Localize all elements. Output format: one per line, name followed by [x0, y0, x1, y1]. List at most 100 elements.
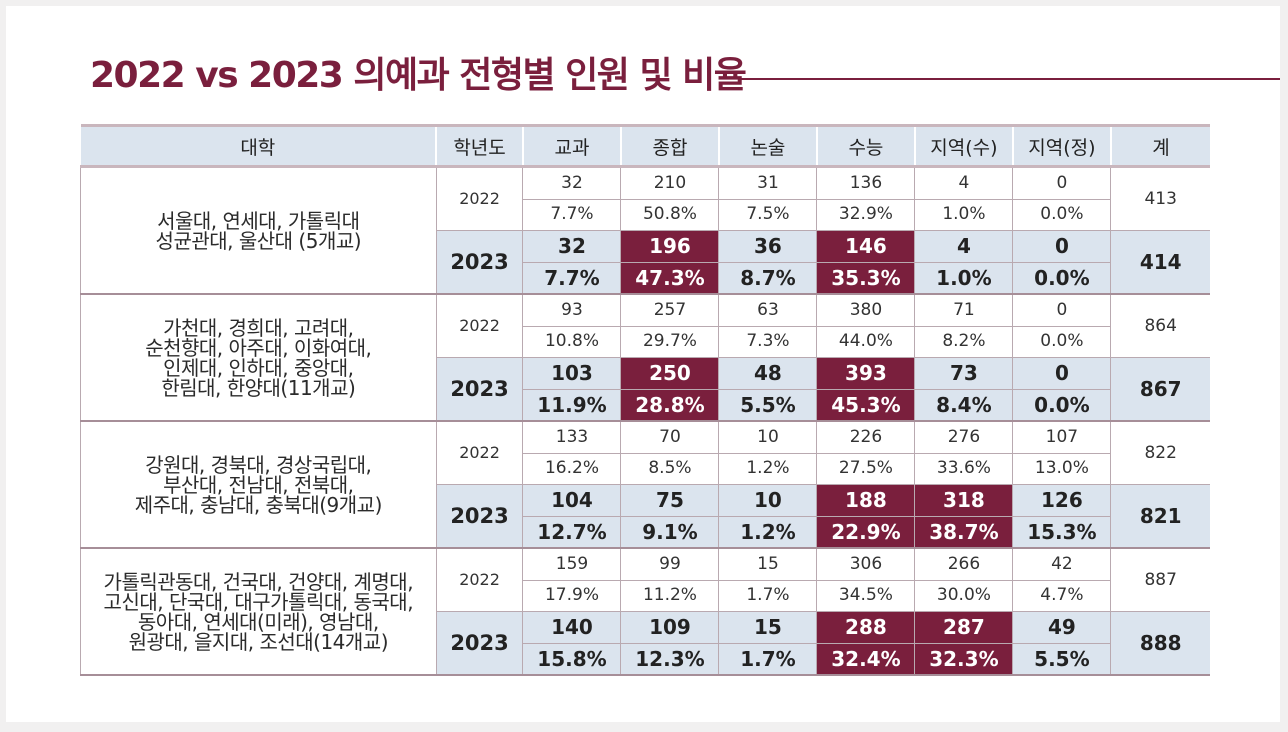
count-2023-cell: 15: [718, 611, 817, 644]
university-line: 한림대, 한양대(11개교): [161, 375, 356, 400]
university-line: 가톨릭관동대, 건국대, 건양대, 계명대,: [103, 569, 414, 594]
total-2022-cell: 413: [1110, 166, 1210, 231]
count-2022-cell: 107: [1012, 421, 1111, 454]
ratio-2023-cell: 32.3%: [914, 643, 1013, 676]
count-2023-cell: 73: [914, 357, 1013, 390]
count-2022-cell: 32: [522, 166, 621, 200]
count-2022-cell: 276: [914, 421, 1013, 454]
count-2022-cell: 99: [620, 548, 719, 581]
count-2023-cell: 32: [522, 230, 621, 263]
ratio-2023-cell: 0.0%: [1012, 389, 1111, 422]
ratio-2023-cell: 15.3%: [1012, 516, 1111, 549]
count-2022-cell: 0: [1012, 294, 1111, 327]
year-2023-cell: 2023: [435, 484, 523, 549]
count-2022-cell: 266: [914, 548, 1013, 581]
table-row: 2023 103 250 48 393 73 0 867: [81, 357, 1210, 422]
count-2022-cell: 63: [718, 294, 817, 327]
count-2023-cell: 109: [620, 611, 719, 644]
university-line: 고신대, 단국대, 대구가톨릭대, 동국대,: [103, 589, 414, 614]
ratio-2022-cell: 13.0%: [1012, 453, 1111, 485]
ratio-2023-cell: 1.2%: [718, 516, 817, 549]
ratio-2023-cell: 12.7%: [522, 516, 621, 549]
ratio-2023-cell: 5.5%: [718, 389, 817, 422]
ratio-2022-cell: 17.9%: [522, 580, 621, 612]
total-2023-cell: 867: [1110, 357, 1210, 422]
header-year: 학년도: [435, 124, 523, 168]
ratio-2023-cell: 12.3%: [620, 643, 719, 676]
ratio-2023-cell: 32.4%: [816, 643, 915, 676]
count-2022-cell: 31: [718, 166, 817, 200]
total-2022-cell: 864: [1110, 294, 1210, 358]
year-2023-cell: 2023: [435, 230, 523, 295]
ratio-2022-cell: 32.9%: [816, 199, 915, 231]
table-row: 7.7% 50.8% 7.5% 32.9% 1.0% 0.0%: [81, 199, 1211, 231]
count-2023-cell: 250: [620, 357, 719, 390]
count-2023-cell: 318: [914, 484, 1013, 517]
total-2023-cell: 821: [1110, 484, 1210, 549]
university-group-cell: 가천대, 경희대, 고려대, 순천향대, 아주대, 이화여대, 인제대, 인하대, …: [80, 294, 437, 422]
university-line: 강원대, 경북대, 경상국립대,: [145, 452, 372, 477]
ratio-2022-cell: 11.2%: [620, 580, 719, 612]
university-line: 인제대, 인하대, 중앙대,: [163, 355, 354, 380]
university-line: 동아대, 연세대(미래), 영남대,: [137, 609, 379, 634]
table-row: 17.9% 11.2% 1.7% 34.5% 30.0% 4.7%: [81, 580, 1211, 612]
table-row: 2023 32 196 36 146 4 0 414: [81, 230, 1210, 295]
count-2022-cell: 257: [620, 294, 719, 327]
header-col-region-su: 지역(수): [913, 124, 1013, 168]
count-2022-cell: 93: [522, 294, 621, 327]
university-group-cell: 가톨릭관동대, 건국대, 건양대, 계명대, 고신대, 단국대, 대구가톨릭대, …: [80, 548, 437, 676]
ratio-2023-cell: 11.9%: [522, 389, 621, 422]
count-2022-cell: 380: [816, 294, 915, 327]
year-2022-cell: 2022: [435, 294, 523, 358]
count-2023-cell: 104: [522, 484, 621, 517]
university-line: 순천향대, 아주대, 이화여대,: [145, 335, 372, 360]
count-2023-cell: 140: [522, 611, 621, 644]
ratio-2022-cell: 27.5%: [816, 453, 915, 485]
count-2022-cell: 159: [522, 548, 621, 581]
year-2022-cell: 2022: [435, 548, 523, 612]
count-2023-cell: 0: [1012, 357, 1111, 390]
table-row: 가톨릭관동대, 건국대, 건양대, 계명대, 고신대, 단국대, 대구가톨릭대, …: [80, 548, 1210, 676]
header-total: 계: [1109, 124, 1210, 168]
university-line: 서울대, 연세대, 가톨릭대: [157, 208, 360, 233]
ratio-2023-cell: 45.3%: [816, 389, 915, 422]
ratio-2023-cell: 1.7%: [718, 643, 817, 676]
header-col-jonghap: 종합: [619, 124, 719, 168]
university-line: 부산대, 전남대, 전북대,: [163, 472, 354, 497]
count-2023-cell: 126: [1012, 484, 1111, 517]
admissions-table: 대학 학년도 교과 종합 논술 수능 지역(수) 지역(정) 계 서울대, 연세…: [80, 124, 1210, 676]
ratio-2023-cell: 7.7%: [522, 262, 621, 295]
count-2022-cell: 306: [816, 548, 915, 581]
ratio-2022-cell: 44.0%: [816, 326, 915, 358]
count-2023-cell: 75: [620, 484, 719, 517]
ratio-2022-cell: 16.2%: [522, 453, 621, 485]
year-2022-cell: 2022: [435, 421, 523, 485]
ratio-2023-cell: 8.7%: [718, 262, 817, 295]
university-line: 원광대, 을지대, 조선대(14개교): [128, 629, 389, 654]
count-2022-cell: 210: [620, 166, 719, 200]
ratio-2022-cell: 34.5%: [816, 580, 915, 612]
header-univ: 대학: [80, 124, 437, 168]
count-2022-cell: 42: [1012, 548, 1111, 581]
ratio-2022-cell: 33.6%: [914, 453, 1013, 485]
ratio-2022-cell: 7.7%: [522, 199, 621, 231]
table-row: 가천대, 경희대, 고려대, 순천향대, 아주대, 이화여대, 인제대, 인하대, …: [80, 294, 1210, 422]
ratio-2022-cell: 30.0%: [914, 580, 1013, 612]
header-col-gyogwa: 교과: [521, 124, 621, 168]
title-divider: [740, 78, 1280, 80]
count-2023-cell: 4: [914, 230, 1013, 263]
ratio-2022-cell: 8.2%: [914, 326, 1013, 358]
ratio-2022-cell: 29.7%: [620, 326, 719, 358]
table-row: 10.8% 29.7% 7.3% 44.0% 8.2% 0.0%: [81, 326, 1211, 358]
count-2023-cell: 146: [816, 230, 915, 263]
header-col-region-jeong: 지역(정): [1011, 124, 1111, 168]
ratio-2022-cell: 1.2%: [718, 453, 817, 485]
count-2022-cell: 4: [914, 166, 1013, 200]
ratio-2023-cell: 15.8%: [522, 643, 621, 676]
count-2023-cell: 48: [718, 357, 817, 390]
university-line: 제주대, 충남대, 충북대(9개교): [134, 492, 383, 517]
count-2022-cell: 136: [816, 166, 915, 200]
ratio-2023-cell: 28.8%: [620, 389, 719, 422]
count-2023-cell: 10: [718, 484, 817, 517]
ratio-2023-cell: 5.5%: [1012, 643, 1111, 676]
